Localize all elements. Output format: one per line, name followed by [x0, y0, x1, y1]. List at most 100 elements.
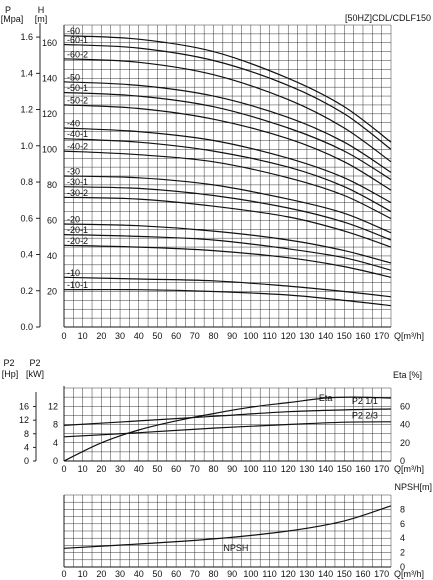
npsh-x-tick-label: 60: [171, 569, 181, 579]
head-curve-label: -30: [67, 167, 80, 177]
npsh-axis-label: NPSH[m]: [394, 482, 432, 492]
npsh-chart-panel: 0 10 20 30 40 50 60 70 80 90 100 110 120 130 140 150 160…: [61, 482, 432, 579]
head-x-tick-label: 30: [115, 331, 125, 341]
pressure-tick-label: 0.6: [20, 213, 33, 223]
head-x-axis-label: Q[m³/h]: [394, 331, 424, 341]
npsh-x-tick-label: 0: [61, 569, 66, 579]
head-x-tick-label: 140: [318, 331, 333, 341]
power-x-axis-label: Q[m³/h]: [394, 464, 424, 474]
series-label: Eta: [319, 393, 333, 403]
head-curve-label: -40: [67, 119, 80, 129]
chart-title: [50HZ]CDL/CDLF150: [345, 13, 431, 23]
power-x-tick-label: 160: [355, 464, 370, 474]
npsh-x-tick-label: 130: [299, 569, 314, 579]
npsh-x-tick-label: 40: [134, 569, 144, 579]
head-x-tick-label: 120: [281, 331, 296, 341]
series-label: P2 1/1: [352, 396, 378, 406]
npsh-tick-label: 8: [400, 504, 405, 514]
head-tick-label: 40: [47, 251, 57, 261]
head-curve-label: -60-2: [67, 49, 88, 59]
npsh-x-tick-label: 70: [190, 569, 200, 579]
head-axis-unit: [m]: [35, 14, 48, 24]
npsh-x-tick-label: 120: [281, 569, 296, 579]
head-curve-label: -10-1: [67, 280, 88, 290]
power-x-tick-label: 20: [96, 464, 106, 474]
npsh-x-tick-label: 80: [208, 569, 218, 579]
kw-tick-label: 4: [53, 438, 58, 448]
eta-tick-label: 0: [400, 456, 405, 466]
npsh-tick-label: 4: [400, 533, 405, 543]
power-x-tick-label: 130: [299, 464, 314, 474]
npsh-series-label: NPSH: [223, 543, 248, 553]
head-tick-label: 160: [42, 38, 57, 48]
npsh-x-tick-label: 160: [355, 569, 370, 579]
pressure-tick-label: 0.2: [20, 286, 33, 296]
hp-tick-label: 16: [19, 402, 29, 412]
pressure-axis-unit: [Mpa]: [1, 14, 24, 24]
head-x-tick-label: 10: [78, 331, 88, 341]
hp-tick-label: 12: [19, 415, 29, 425]
pressure-tick-label: 0.4: [20, 250, 33, 260]
power-x-tick-label: 0: [61, 464, 66, 474]
head-curve-label: -50: [67, 72, 80, 82]
npsh-x-tick-label: 140: [318, 569, 333, 579]
npsh-curve: [63, 505, 392, 549]
hp-tick-label: 0: [24, 456, 29, 466]
power-x-tick-label: 150: [337, 464, 352, 474]
head-curve: [63, 288, 392, 307]
head-curve-label: -40-1: [67, 129, 88, 139]
head-axis-letter: H: [38, 5, 45, 15]
power-x-tick-label: 50: [152, 464, 162, 474]
npsh-x-tick-label: 10: [78, 569, 88, 579]
npsh-x-tick-label: 20: [96, 569, 106, 579]
eta-axis-label: Eta [%]: [393, 370, 422, 380]
npsh-tick-label: 0: [400, 562, 405, 572]
power-x-tick-label: 10: [78, 464, 88, 474]
head-curve: [63, 138, 392, 213]
head-chart-panel: 0 10 20 30 40 50 60 70 80 90 100 110 120 130 140 150 160…: [1, 5, 424, 341]
head-curve: [63, 58, 392, 163]
head-curve: [63, 175, 392, 234]
power-x-tick-label: 100: [243, 464, 258, 474]
p2-curve: [63, 421, 392, 438]
pressure-tick-label: 0.8: [20, 177, 33, 187]
head-x-tick-label: 110: [262, 331, 276, 341]
hp-axis-unit: [Hp]: [2, 369, 19, 379]
pressure-axis-letter: P: [5, 5, 11, 15]
kw-axis-letter: P2: [29, 358, 40, 368]
kw-axis-unit: [kW]: [26, 369, 44, 379]
head-curve-label: -10: [67, 268, 80, 278]
eta-tick-label: 40: [400, 420, 410, 430]
pressure-tick-label: 0.0: [20, 322, 33, 332]
head-x-tick-label: 130: [299, 331, 314, 341]
npsh-x-tick-label: 100: [243, 569, 258, 579]
power-x-tick-label: 120: [281, 464, 296, 474]
kw-tick-label: 8: [53, 420, 58, 430]
head-x-tick-label: 90: [227, 331, 237, 341]
npsh-x-tick-label: 50: [152, 569, 162, 579]
npsh-x-tick-label: 150: [337, 569, 352, 579]
head-curve-label: -40-2: [67, 142, 88, 152]
power-x-tick-label: 140: [318, 464, 333, 474]
power-x-tick-label: 80: [208, 464, 218, 474]
head-x-tick-label: 100: [243, 331, 258, 341]
head-x-tick-label: 0: [61, 331, 66, 341]
head-tick-label: 60: [47, 215, 57, 225]
hp-tick-label: 8: [24, 429, 29, 439]
power-x-tick-label: 70: [190, 464, 200, 474]
eta-curve: [63, 396, 392, 462]
head-curve: [63, 81, 392, 173]
head-curve: [63, 186, 392, 241]
head-curve-label: -30-1: [67, 177, 88, 187]
pressure-tick-label: 1.0: [20, 141, 33, 151]
npsh-x-tick-label: 110: [262, 569, 276, 579]
head-x-tick-label: 170: [374, 331, 389, 341]
head-curve-label: -20: [67, 214, 80, 224]
head-x-tick-label: 80: [208, 331, 218, 341]
head-curve-label: -50-2: [67, 95, 88, 105]
head-x-tick-label: 50: [152, 331, 162, 341]
head-curve: [63, 104, 392, 191]
head-curve-label: -60: [67, 26, 80, 36]
head-tick-label: 120: [42, 109, 57, 119]
pressure-tick-label: 1.2: [20, 105, 33, 115]
